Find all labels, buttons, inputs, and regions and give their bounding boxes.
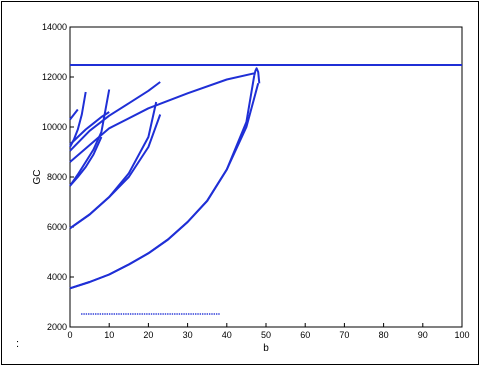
dot-marker [206,313,209,315]
dot-marker [88,313,90,315]
x-tick-label: 80 [379,330,389,340]
curve-series-10 [69,83,260,290]
dot-marker [218,313,220,315]
dot-marker [181,313,183,315]
dot-marker [150,313,153,315]
dot-marker [113,313,116,315]
dot-marker [183,313,185,315]
x-tick-label: 50 [261,330,271,340]
dot-marker [174,313,176,315]
dot-marker [118,313,120,315]
y-tick-label: 14000 [42,22,67,32]
x-axis-label: b [263,343,269,354]
curve-series-7 [69,81,161,152]
dot-marker [199,313,202,315]
y-axis: 2000 4000 6000 8000 10000 12000 14000 [42,22,74,332]
dot-marker [178,313,181,315]
dot-marker [129,313,132,315]
x-tick-label: 100 [454,330,469,340]
curve-series-9 [253,67,261,84]
dot-marker [104,313,106,315]
y-axis-label: GC [32,170,43,185]
y-tick-label: 2000 [47,322,67,332]
dot-marker [171,313,174,315]
dot-marker [143,313,146,315]
dot-marker [188,313,190,315]
dot-marker [106,313,109,315]
dot-marker [160,313,162,315]
dot-marker [146,313,148,315]
x-tick-label: 40 [222,330,232,340]
dot-marker [208,313,211,315]
dot-marker [141,313,143,315]
dot-marker [101,313,104,315]
dot-marker [190,313,192,315]
dot-marker [148,313,150,315]
curve-series-12 [69,114,162,230]
dot-marker [125,313,127,315]
dot-marker [111,313,113,315]
curve-series-5 [69,108,79,121]
x-tick-label: 10 [104,330,114,340]
dot-marker [97,313,99,315]
dot-marker [83,313,85,315]
dot-marker [99,313,102,315]
dot-marker [127,313,129,315]
dot-marker [108,313,111,315]
dot-marker [132,313,134,315]
x-tick-label: 20 [143,330,153,340]
x-tick-label: 30 [183,330,193,340]
dot-marker [81,313,83,315]
dot-marker [197,313,199,315]
x-tick-label: 90 [418,330,428,340]
dot-marker [204,313,206,315]
dot-marker [176,313,178,315]
dot-marker [164,313,167,315]
dot-marker [92,313,95,315]
y-tick-label: 12000 [42,72,67,82]
dot-marker [134,313,136,315]
y-tick-label: 10000 [42,122,67,132]
dot-marker [192,313,195,315]
dot-marker [136,313,139,315]
dot-marker [169,313,171,315]
dot-marker [122,313,125,315]
dot-marker [155,313,157,315]
dot-marker [85,313,88,315]
dot-marker [195,313,197,315]
x-tick-label: 70 [339,330,349,340]
dot-marker [115,313,118,315]
dot-marker [153,313,155,315]
y-tick-label: 4000 [47,272,67,282]
dot-marker [213,313,216,315]
dot-marker [215,313,218,315]
dot-marker [157,313,160,315]
series-group [69,64,462,290]
y-tick-label: 8000 [47,172,67,182]
y-tick-label: 6000 [47,222,67,232]
dot-marker [211,313,213,315]
x-tick-label: 0 [67,330,72,340]
plot-area [69,26,463,328]
dot-marker [167,313,169,315]
curve-series-11 [69,136,103,187]
dot-marker [139,313,141,315]
dot-marker [185,313,188,315]
curve-series-3 [69,89,111,187]
dot-marker [90,313,92,315]
dot-marker [201,313,204,315]
stray-colon-mark: : [16,338,20,350]
x-axis: 0 10 20 30 40 50 60 70 80 90 100 [67,323,470,340]
dot-marker [120,313,122,315]
curve-series-6 [69,72,255,163]
dot-marker [95,313,97,315]
dot-marker [162,313,164,315]
dotted-series [81,313,220,315]
x-tick-label: 60 [300,330,310,340]
curve-series-8 [69,111,110,146]
